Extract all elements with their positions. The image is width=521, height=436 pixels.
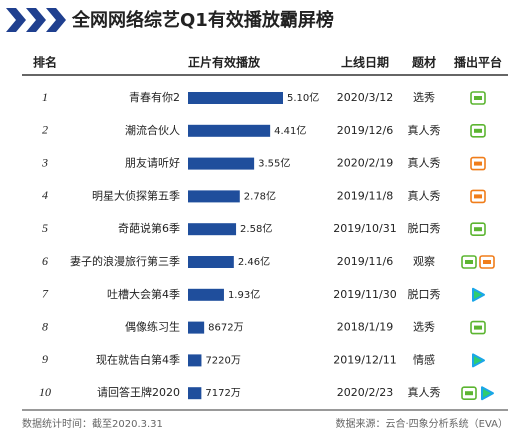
date: 2020/2/23 bbox=[337, 386, 393, 399]
genre: 脱口秀 bbox=[408, 287, 441, 301]
platform-icon-inner bbox=[465, 260, 473, 264]
value-label: 5.10亿 bbox=[287, 91, 319, 104]
bar bbox=[188, 256, 234, 268]
value-label: 7220万 bbox=[205, 355, 240, 366]
show-name: 请回答王牌2020 bbox=[97, 385, 180, 399]
rank: 7 bbox=[42, 287, 49, 301]
date: 2019/11/6 bbox=[337, 255, 393, 268]
rank: 2 bbox=[42, 123, 48, 137]
rank: 3 bbox=[41, 155, 48, 169]
genre: 情感 bbox=[413, 353, 435, 366]
date: 2019/12/6 bbox=[337, 124, 393, 137]
value-label: 2.58亿 bbox=[240, 222, 272, 235]
value-label: 1.93亿 bbox=[228, 288, 260, 301]
bar bbox=[188, 124, 271, 137]
title-chevrons bbox=[6, 8, 66, 32]
genre: 选秀 bbox=[413, 91, 435, 104]
genre: 选秀 bbox=[413, 321, 435, 334]
rank: 1 bbox=[42, 90, 48, 104]
bar bbox=[188, 354, 202, 367]
show-name: 吐槽大会第4季 bbox=[107, 287, 180, 301]
bar bbox=[188, 321, 205, 334]
platform-icon-inner bbox=[474, 194, 482, 199]
show-name: 现在就告白第4季 bbox=[96, 352, 180, 366]
show-name: 奇葩说第6季 bbox=[118, 221, 180, 235]
platform-icon-inner bbox=[474, 128, 482, 133]
show-name: 妻子的浪漫旅行第三季 bbox=[70, 254, 180, 268]
platform-icon-inner bbox=[474, 227, 482, 232]
header: 正片有效播放 bbox=[188, 55, 261, 70]
genre: 真人秀 bbox=[408, 123, 441, 137]
rank: 4 bbox=[42, 188, 48, 202]
bar bbox=[188, 92, 283, 104]
date: 2019/11/8 bbox=[337, 189, 393, 202]
footer-left: 数据统计时间：截至2020.3.31 bbox=[22, 417, 163, 430]
bar bbox=[188, 157, 255, 170]
rank: 9 bbox=[42, 352, 48, 366]
platform-icon-inner bbox=[483, 260, 491, 264]
show-name: 青春有你2 bbox=[129, 90, 180, 104]
value-label: 7172万 bbox=[205, 388, 240, 399]
rank: 5 bbox=[42, 221, 48, 235]
value-label: 2.78亿 bbox=[244, 189, 276, 202]
platform-icon-inner bbox=[474, 96, 482, 100]
rank: 10 bbox=[39, 385, 51, 399]
header: 排名 bbox=[33, 55, 57, 70]
date: 2020/2/19 bbox=[337, 157, 393, 170]
show-name: 朋友请听好 bbox=[125, 156, 180, 170]
bar bbox=[188, 190, 240, 203]
chart-title: 全网网络综艺Q1有效播放霸屏榜 bbox=[71, 9, 334, 31]
platform-icon-inner bbox=[474, 161, 482, 166]
value-label: 8672万 bbox=[208, 323, 243, 334]
value-label: 3.55亿 bbox=[258, 157, 290, 170]
date: 2020/3/12 bbox=[337, 91, 393, 104]
bar bbox=[188, 223, 237, 236]
genre: 脱口秀 bbox=[408, 221, 441, 235]
genre: 真人秀 bbox=[408, 385, 441, 399]
date: 2019/10/31 bbox=[333, 222, 396, 235]
bar bbox=[188, 387, 202, 400]
rank: 6 bbox=[42, 254, 48, 268]
value-label: 4.41亿 bbox=[274, 124, 306, 137]
genre: 观察 bbox=[413, 254, 435, 268]
platform-icon-inner bbox=[465, 391, 473, 396]
date: 2019/11/30 bbox=[333, 288, 396, 301]
genre: 真人秀 bbox=[408, 156, 441, 170]
bar bbox=[188, 288, 224, 301]
show-name: 明星大侦探第五季 bbox=[92, 188, 180, 202]
date: 2019/12/11 bbox=[333, 353, 396, 366]
show-name: 偶像练习生 bbox=[125, 320, 180, 334]
footer-right: 数据来源：云合·四象分析系统（EVA） bbox=[335, 417, 508, 430]
platform-icon bbox=[472, 287, 485, 302]
rank: 8 bbox=[42, 319, 48, 333]
value-label: 2.46亿 bbox=[238, 255, 270, 268]
header: 上线日期 bbox=[341, 55, 389, 70]
header: 题材 bbox=[412, 55, 436, 70]
date: 2018/1/19 bbox=[337, 321, 393, 334]
genre: 真人秀 bbox=[408, 188, 441, 202]
platform-icon-inner bbox=[474, 325, 482, 330]
header: 播出平台 bbox=[454, 55, 502, 70]
platform-icon bbox=[472, 353, 485, 368]
show-name: 潮流合伙人 bbox=[125, 123, 180, 137]
platform-icon bbox=[481, 386, 494, 401]
